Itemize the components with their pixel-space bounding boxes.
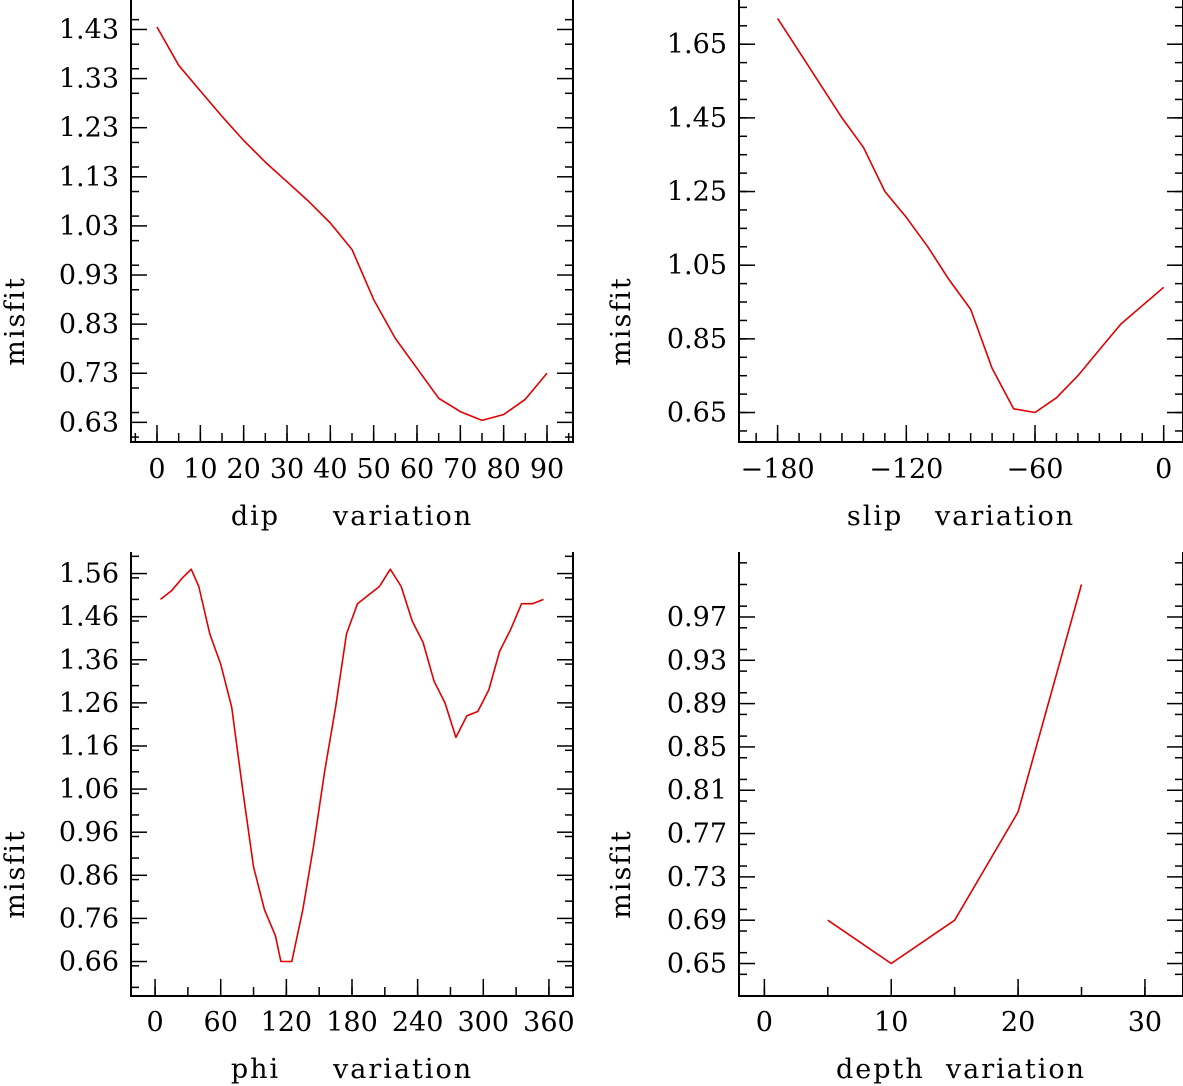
y-tick-label: 1.56 bbox=[59, 559, 119, 590]
x-tick-label: 240 bbox=[392, 1007, 444, 1038]
panel-slip-variation: −180 −120 −60 0 0.65 0.85 1.05 1.25 1.45 1.65 slip… bbox=[606, 0, 1183, 532]
series-line bbox=[776, 17, 1165, 414]
x-tick-label: 20 bbox=[226, 454, 260, 485]
y-tick-label: 1.06 bbox=[59, 774, 119, 805]
x-tick-label: 80 bbox=[486, 454, 520, 485]
x-tick-label: 70 bbox=[443, 454, 477, 485]
x-tick-label: 10 bbox=[874, 1007, 908, 1038]
y-tick-label: 0.69 bbox=[667, 905, 727, 936]
panel-phi-variation: 0 60 120 180 240 300 360 0.66 0.76 0.86 0.96 1.06 1.… bbox=[0, 552, 575, 1085]
y-tick-label: 0.66 bbox=[59, 947, 119, 978]
x-tick-label: 10 bbox=[183, 454, 217, 485]
x-tick-label: 40 bbox=[313, 454, 347, 485]
x-tick-label: 300 bbox=[458, 1007, 510, 1038]
y-tick-label: 1.43 bbox=[59, 14, 119, 45]
y-tick-label: 0.97 bbox=[667, 602, 727, 633]
y-tick-label: 0.81 bbox=[667, 775, 727, 806]
x-axis-title: slip variation bbox=[847, 501, 1075, 532]
x-tick-label: 180 bbox=[326, 1007, 378, 1038]
y-tick-label: 0.85 bbox=[667, 324, 727, 355]
x-tick-label: 60 bbox=[204, 1007, 238, 1038]
y-tick-label: 1.65 bbox=[667, 29, 727, 60]
x-tick-label: 60 bbox=[400, 454, 434, 485]
y-tick-label: 0.93 bbox=[667, 645, 727, 676]
y-tick-label: 1.33 bbox=[59, 64, 119, 95]
y-axis-title: misfit bbox=[606, 829, 637, 919]
x-tick-label: 0 bbox=[1155, 454, 1172, 485]
y-tick-label: 0.63 bbox=[59, 407, 119, 438]
series-line bbox=[156, 26, 548, 422]
x-tick-label: 0 bbox=[756, 1007, 773, 1038]
y-axis-title: misfit bbox=[0, 829, 31, 919]
y-tick-label: 0.86 bbox=[59, 860, 119, 891]
y-tick-label: 0.65 bbox=[667, 949, 727, 980]
x-tick-label: 0 bbox=[148, 454, 165, 485]
y-tick-label: 0.73 bbox=[667, 862, 727, 893]
y-tick-label: 0.73 bbox=[59, 358, 119, 389]
x-tick-label: −120 bbox=[869, 454, 943, 485]
y-tick-label: 1.36 bbox=[59, 645, 119, 676]
y-tick-label: 1.05 bbox=[667, 250, 727, 281]
series-line bbox=[827, 584, 1083, 965]
x-tick-label: 30 bbox=[1128, 1007, 1162, 1038]
y-tick-label: 0.77 bbox=[667, 819, 727, 850]
y-tick-label: 0.85 bbox=[667, 732, 727, 763]
series-line bbox=[160, 568, 544, 963]
x-axis-title: dip variation bbox=[231, 501, 473, 532]
y-tick-label: 0.65 bbox=[667, 398, 727, 429]
y-axis-title: misfit bbox=[606, 276, 637, 366]
y-tick-label: 1.23 bbox=[59, 113, 119, 144]
x-axis-title: depth variation bbox=[836, 1054, 1086, 1085]
x-tick-label: 120 bbox=[261, 1007, 313, 1038]
y-tick-label: 1.16 bbox=[59, 731, 119, 762]
panel-depth-variation: 0 10 20 30 0.65 0.69 0.73 0.77 0.81 0.85 0.89 0.93 0… bbox=[606, 552, 1183, 1085]
axis-frame bbox=[130, 0, 574, 443]
x-axis-title: phi variation bbox=[231, 1054, 473, 1085]
x-tick-label: 360 bbox=[523, 1007, 575, 1038]
x-tick-label: 20 bbox=[1001, 1007, 1035, 1038]
x-tick-label: 50 bbox=[356, 454, 390, 485]
y-tick-label: 0.76 bbox=[59, 903, 119, 934]
y-tick-label: 0.96 bbox=[59, 817, 119, 848]
y-tick-label: 1.46 bbox=[59, 602, 119, 633]
y-axis-title: misfit bbox=[0, 276, 31, 366]
y-tick-label: 0.89 bbox=[667, 689, 727, 720]
axis-frame bbox=[738, 0, 1183, 443]
y-tick-label: 0.93 bbox=[59, 260, 119, 291]
y-tick-label: 1.13 bbox=[59, 162, 119, 193]
y-tick-label: 1.03 bbox=[59, 211, 119, 242]
y-tick-label: 1.25 bbox=[667, 177, 727, 208]
panel-dip-variation: 0 10 20 30 40 50 60 70 80 90 0.63 0.73 0.83 0.93 1.03 1… bbox=[0, 0, 574, 532]
x-tick-label: −180 bbox=[741, 454, 815, 485]
y-tick-label: 1.45 bbox=[667, 103, 727, 134]
x-tick-label: 30 bbox=[270, 454, 304, 485]
y-tick-label: 1.26 bbox=[59, 688, 119, 719]
axis-frame bbox=[738, 552, 1183, 997]
x-tick-label: −60 bbox=[1007, 454, 1064, 485]
x-tick-label: 0 bbox=[146, 1007, 163, 1038]
x-tick-label: 90 bbox=[530, 454, 564, 485]
y-tick-label: 0.83 bbox=[59, 309, 119, 340]
